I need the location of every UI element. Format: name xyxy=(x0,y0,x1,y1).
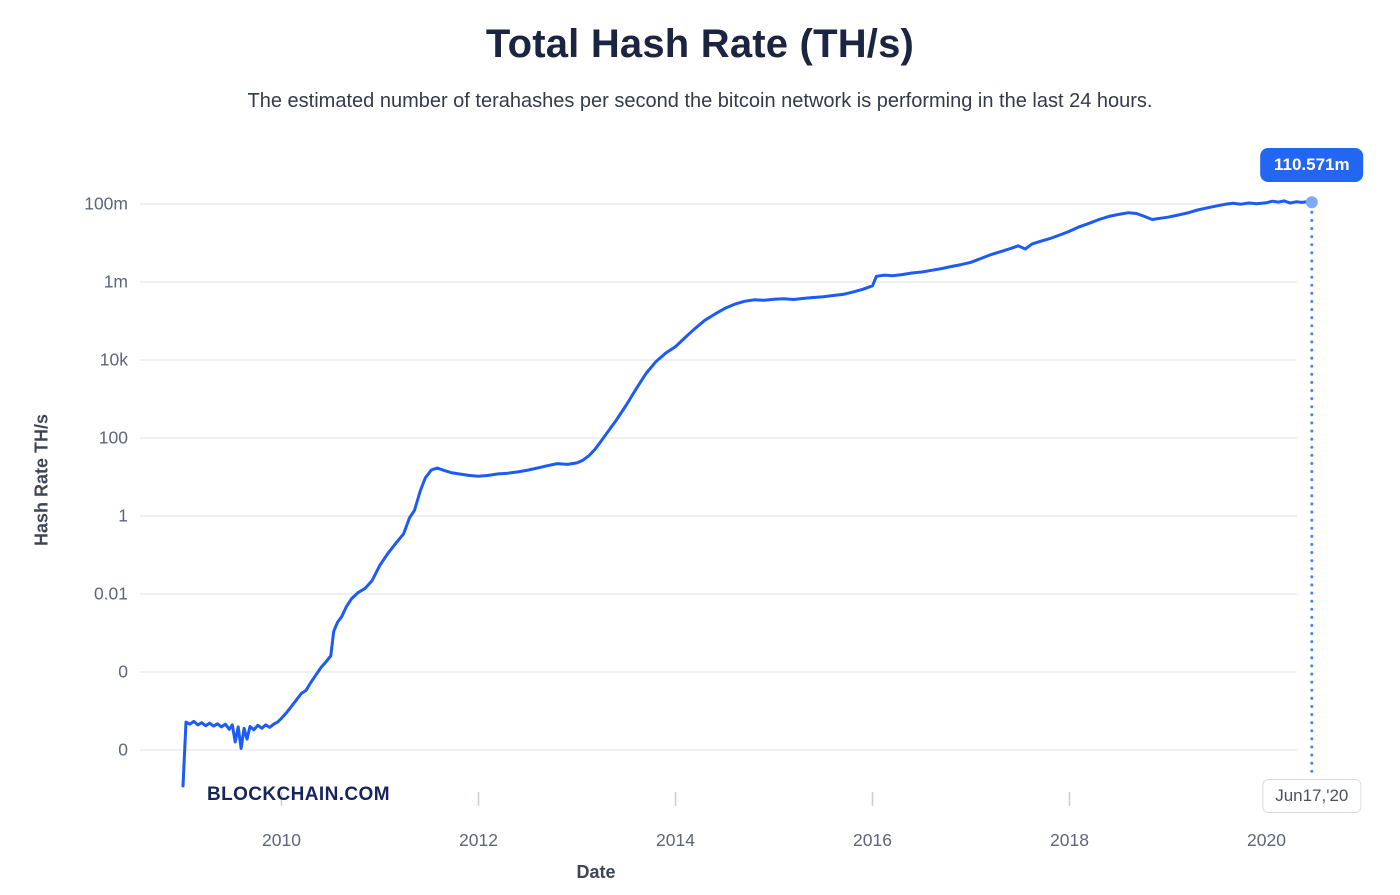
y-tick-label: 0 xyxy=(118,739,128,760)
x-tick-label: 2010 xyxy=(262,830,301,850)
plot-area[interactable] xyxy=(140,150,1315,820)
x-tick-label: 2012 xyxy=(459,830,498,850)
x-tick-label: 2018 xyxy=(1050,830,1089,850)
blockchain-logo[interactable]: BLOCKCHAIN.COM xyxy=(207,784,390,805)
page-title: Total Hash Rate (TH/s) xyxy=(485,22,915,66)
y-tick-label: 100 xyxy=(98,427,128,448)
y-tick-label: 10k xyxy=(99,349,128,370)
page-subtitle: The estimated number of terahashes per s… xyxy=(247,90,1153,112)
value-tooltip: 110.571m xyxy=(1259,148,1364,182)
x-tick-label: 2014 xyxy=(656,830,695,850)
gridlines xyxy=(140,203,1297,751)
y-tick-label: 1 xyxy=(118,505,128,526)
y-tick-label: 1m xyxy=(103,271,128,292)
x-tick-label: 2020 xyxy=(1247,830,1286,850)
y-tick-label: 0.01 xyxy=(93,583,128,604)
date-tooltip: Jun17,'20 xyxy=(1262,779,1362,813)
x-axis-title: Date xyxy=(576,862,616,882)
last-point-marker xyxy=(1305,196,1318,209)
y-axis-title: Hash Rate TH/s xyxy=(31,413,52,547)
hash-rate-line xyxy=(181,199,1314,788)
y-tick-label: 0 xyxy=(118,661,128,682)
x-tick-label: 2016 xyxy=(853,830,892,850)
y-tick-label: 100m xyxy=(84,193,128,214)
